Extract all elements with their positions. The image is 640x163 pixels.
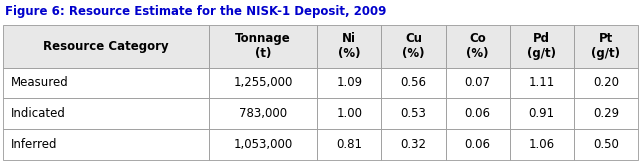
Text: Figure 6: Resource Estimate for the NISK-1 Deposit, 2009: Figure 6: Resource Estimate for the NISK… <box>5 5 387 18</box>
Bar <box>445 129 509 160</box>
Text: 1.11: 1.11 <box>529 76 555 89</box>
Text: 0.91: 0.91 <box>529 107 555 120</box>
Text: Co
(%): Co (%) <box>467 32 489 60</box>
Bar <box>317 98 381 129</box>
Text: 0.20: 0.20 <box>593 76 619 89</box>
Bar <box>209 129 317 160</box>
Bar <box>209 98 317 129</box>
Text: Resource Category: Resource Category <box>44 40 169 53</box>
Text: 1.00: 1.00 <box>336 107 362 120</box>
Text: Measured: Measured <box>11 76 68 89</box>
Text: 1,053,000: 1,053,000 <box>234 138 292 151</box>
Text: 0.06: 0.06 <box>465 107 491 120</box>
Text: 1,255,000: 1,255,000 <box>234 76 292 89</box>
Bar <box>317 68 381 98</box>
Bar <box>209 25 317 68</box>
Bar <box>3 98 209 129</box>
Bar <box>574 129 638 160</box>
Bar <box>381 129 445 160</box>
Text: 0.50: 0.50 <box>593 138 619 151</box>
Bar <box>317 25 381 68</box>
Text: Pt
(g/t): Pt (g/t) <box>591 32 621 60</box>
Bar <box>381 98 445 129</box>
Bar <box>574 68 638 98</box>
Text: 0.29: 0.29 <box>593 107 619 120</box>
Bar <box>209 68 317 98</box>
Text: Pd
(g/t): Pd (g/t) <box>527 32 556 60</box>
Text: 0.32: 0.32 <box>401 138 426 151</box>
Text: 1.09: 1.09 <box>336 76 362 89</box>
Text: 0.07: 0.07 <box>465 76 491 89</box>
Text: Indicated: Indicated <box>11 107 66 120</box>
Bar <box>509 25 574 68</box>
Bar <box>3 68 209 98</box>
Bar <box>509 129 574 160</box>
Bar <box>445 25 509 68</box>
Bar <box>3 25 209 68</box>
Bar <box>3 129 209 160</box>
Text: 0.53: 0.53 <box>401 107 426 120</box>
Text: Ni
(%): Ni (%) <box>338 32 360 60</box>
Bar <box>509 98 574 129</box>
Text: Inferred: Inferred <box>11 138 58 151</box>
Text: Cu
(%): Cu (%) <box>402 32 425 60</box>
Text: 0.56: 0.56 <box>401 76 426 89</box>
Bar <box>381 68 445 98</box>
Bar <box>509 68 574 98</box>
Text: 783,000: 783,000 <box>239 107 287 120</box>
Bar <box>445 68 509 98</box>
Bar <box>574 98 638 129</box>
Text: 0.06: 0.06 <box>465 138 491 151</box>
Text: 1.06: 1.06 <box>529 138 555 151</box>
Bar <box>317 129 381 160</box>
Text: Tonnage
(t): Tonnage (t) <box>236 32 291 60</box>
Text: 0.81: 0.81 <box>336 138 362 151</box>
Bar <box>445 98 509 129</box>
Bar <box>574 25 638 68</box>
Bar <box>381 25 445 68</box>
